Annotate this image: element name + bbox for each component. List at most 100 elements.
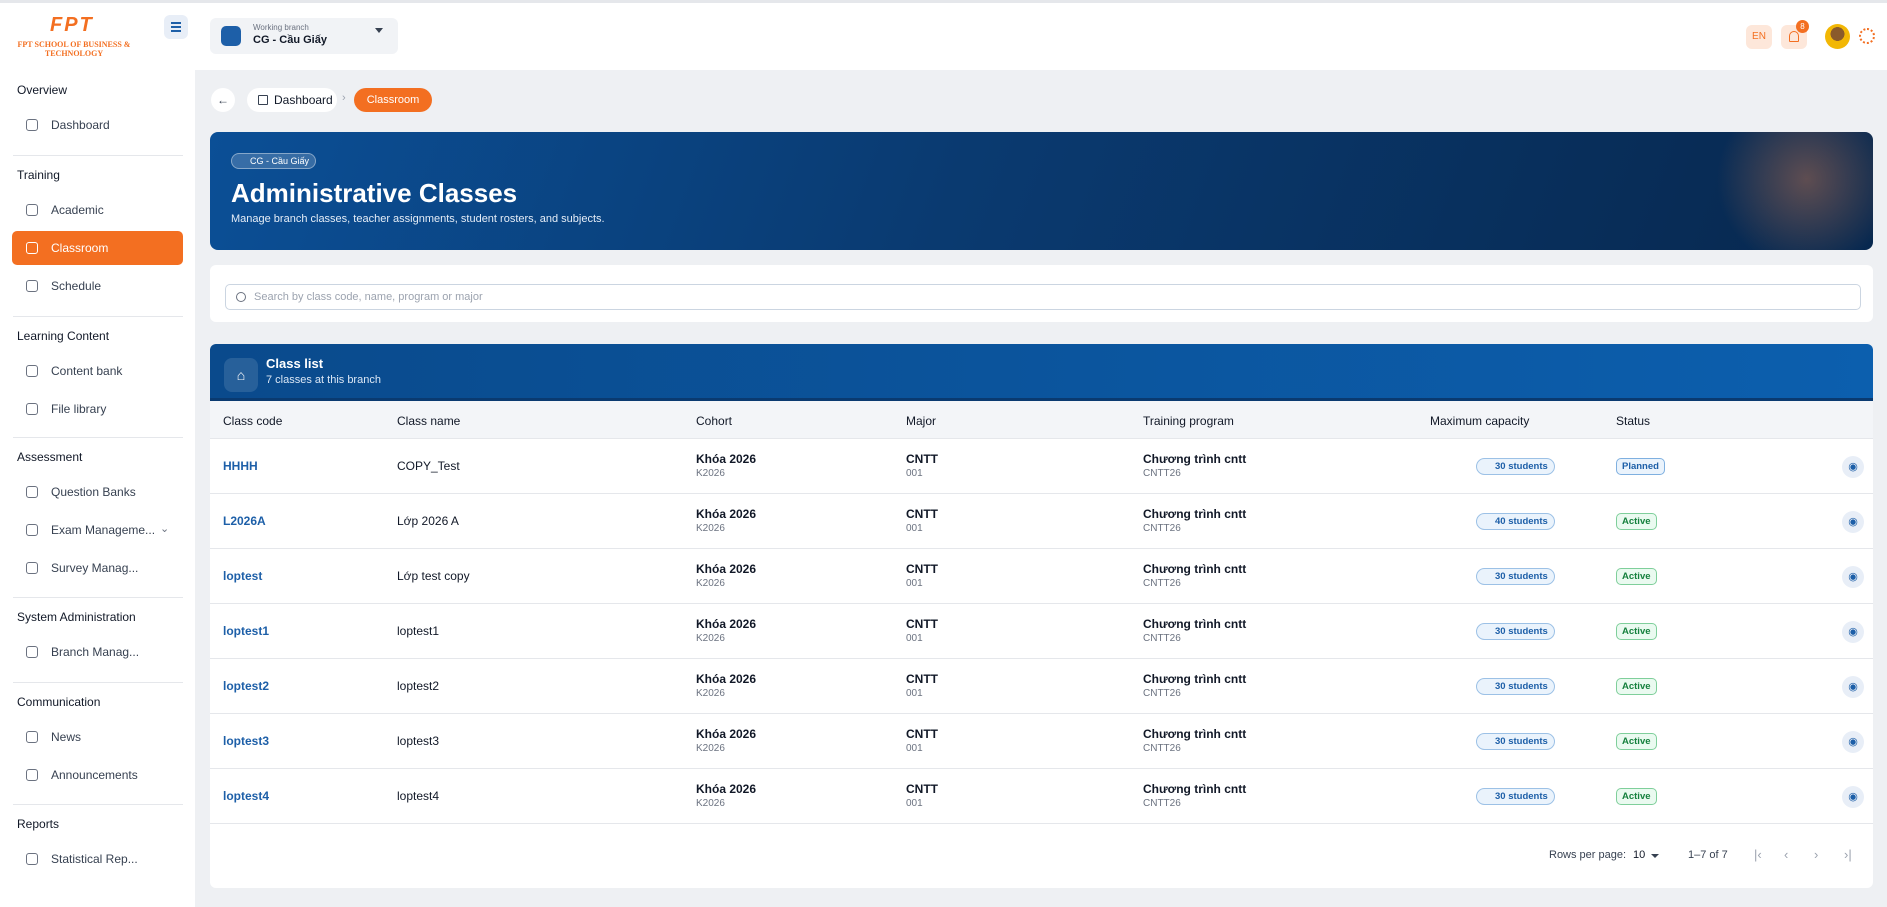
page-nav[interactable]: |‹ — [1754, 847, 1762, 862]
divider — [13, 597, 183, 598]
hero-banner: CG - Cầu Giấy Administrative Classes Manag… — [210, 132, 1873, 250]
cell-main: Chương trình cntt — [1143, 562, 1247, 576]
capacity-badge: 30 students — [1476, 568, 1555, 585]
nav-item[interactable]: Survey Manag... — [12, 551, 183, 585]
notification-count: 8 — [1796, 20, 1809, 33]
capacity-badge: 30 students — [1476, 678, 1555, 695]
cell-sub: 001 — [906, 468, 923, 479]
view-button[interactable]: ◉ — [1842, 786, 1864, 808]
breadcrumb-item[interactable]: Dashboard — [247, 88, 337, 112]
page-nav[interactable]: ‹ — [1784, 847, 1789, 862]
cell-main: Khóa 2026 — [696, 727, 757, 741]
rows-per-page-arrow — [1651, 854, 1659, 858]
view-button[interactable]: ◉ — [1842, 456, 1864, 478]
search-input[interactable]: Search by class code, name, program or m… — [225, 284, 1861, 310]
page-range: 1–7 of 7 — [1688, 849, 1728, 861]
section-title: Assessment — [17, 450, 83, 464]
nav-icon — [26, 403, 38, 415]
view-button[interactable]: ◉ — [1842, 676, 1864, 698]
rows-per-page[interactable]: 10 — [1633, 849, 1646, 861]
nav-icon — [26, 853, 38, 865]
nav-item[interactable]: Academic — [12, 193, 183, 227]
view-button[interactable]: ◉ — [1842, 566, 1864, 588]
class-list-card: ⌂ Class list 7 classes at this branch Class… — [210, 344, 1873, 888]
table-row — [210, 714, 1873, 769]
cell-sub: K2026 — [696, 798, 725, 809]
capacity-badge: 40 students — [1476, 513, 1555, 530]
cell-main: Chương trình cntt — [1143, 727, 1247, 741]
cell-main: Chương trình cntt — [1143, 617, 1247, 631]
cell-main: Chương trình cntt — [1143, 672, 1247, 686]
cell-sub: CNTT26 — [1143, 633, 1181, 644]
menu-toggle[interactable] — [164, 15, 188, 39]
cell-main: Khóa 2026 — [696, 672, 757, 686]
class-list-header: ⌂ Class list 7 classes at this branch — [210, 344, 1873, 401]
cell-sub: 001 — [906, 523, 923, 534]
nav-item[interactable]: Question Banks — [12, 475, 183, 509]
nav-item[interactable]: Schedule — [12, 269, 183, 303]
avatar[interactable] — [1825, 24, 1850, 49]
cell-sub: K2026 — [696, 468, 725, 479]
branch-selector[interactable]: Working branch CG - Cầu Giấy — [210, 18, 398, 54]
logo-mark: FPT — [50, 14, 94, 36]
page-nav[interactable]: › — [1814, 847, 1819, 862]
divider — [13, 316, 183, 317]
cell-sub: CNTT26 — [1143, 688, 1181, 699]
nav-item[interactable]: Statistical Rep... — [12, 842, 183, 876]
nav-item[interactable]: News — [12, 720, 183, 754]
view-button[interactable]: ◉ — [1842, 731, 1864, 753]
settings[interactable] — [1859, 28, 1875, 44]
cell-main: Khóa 2026 — [696, 782, 757, 796]
cell-main: Khóa 2026 — [696, 562, 757, 576]
breadcrumb-label: Dashboard — [274, 93, 333, 107]
status-badge: Active — [1616, 733, 1657, 750]
class-code[interactable]: loptest1 — [223, 624, 270, 638]
class-code[interactable]: loptest4 — [223, 789, 270, 803]
nav-label: Announcements — [51, 768, 138, 782]
divider — [13, 437, 183, 438]
column-header: Status — [1616, 414, 1651, 428]
nav-item[interactable]: Classroom — [12, 231, 183, 265]
class-code[interactable]: loptest2 — [223, 679, 270, 693]
class-code[interactable]: L2026A — [223, 514, 266, 528]
nav-icon — [26, 365, 38, 377]
capacity-badge: 30 students — [1476, 623, 1555, 640]
class-list-subtitle: 7 classes at this branch — [266, 374, 381, 386]
divider — [13, 804, 183, 805]
nav-item[interactable]: Exam Manageme... ⌄ — [12, 513, 183, 547]
cell-main: CNTT — [906, 782, 938, 796]
cell-sub: 001 — [906, 743, 923, 754]
nav-item[interactable]: File library — [12, 392, 183, 426]
cell-main: Khóa 2026 — [696, 452, 757, 466]
nav-item[interactable]: Branch Manag... — [12, 635, 183, 669]
back-button[interactable]: ← — [211, 88, 235, 112]
class-code[interactable]: HHHH — [223, 459, 258, 473]
capacity-badge: 30 students — [1476, 788, 1555, 805]
view-button[interactable]: ◉ — [1842, 511, 1864, 533]
status-badge: Active — [1616, 678, 1657, 695]
nav-label: Academic — [51, 203, 104, 217]
menu-line — [171, 22, 181, 24]
cell-main: Khóa 2026 — [696, 507, 757, 521]
language[interactable]: EN — [1746, 25, 1772, 49]
class-name: loptest1 — [397, 624, 440, 638]
cell-main: Khóa 2026 — [696, 617, 757, 631]
dropdown-arrow — [375, 28, 383, 33]
nav-icon — [26, 204, 38, 216]
sidebar — [0, 70, 195, 907]
capacity-badge: 30 students — [1476, 733, 1555, 750]
class-code[interactable]: loptest3 — [223, 734, 270, 748]
class-code[interactable]: loptest — [223, 569, 263, 583]
status-badge: Active — [1616, 788, 1657, 805]
home-icon — [258, 95, 268, 105]
view-button[interactable]: ◉ — [1842, 621, 1864, 643]
breadcrumb-current[interactable]: Classroom — [354, 88, 432, 112]
cell-main: Chương trình cntt — [1143, 452, 1247, 466]
nav-item[interactable]: Content bank — [12, 354, 183, 388]
notifications[interactable]: 8 — [1781, 20, 1809, 49]
nav-item[interactable]: Dashboard — [12, 108, 183, 142]
cell-sub: CNTT26 — [1143, 798, 1181, 809]
page-nav[interactable]: ›| — [1844, 847, 1852, 862]
nav-item[interactable]: Announcements — [12, 758, 183, 792]
cell-main: CNTT — [906, 672, 938, 686]
